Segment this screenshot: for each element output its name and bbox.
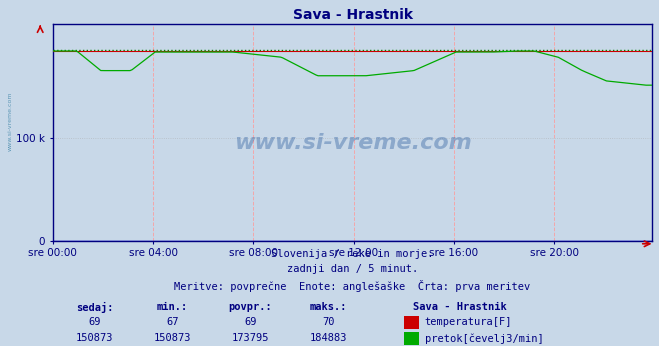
Text: povpr.:: povpr.: [229, 302, 272, 312]
Text: 150873: 150873 [154, 333, 191, 343]
Text: Sava - Hrastnik: Sava - Hrastnik [413, 302, 506, 312]
Text: zadnji dan / 5 minut.: zadnji dan / 5 minut. [287, 264, 418, 274]
Text: www.si-vreme.com: www.si-vreme.com [234, 133, 471, 153]
Text: Slovenija / reke in morje.: Slovenija / reke in morje. [272, 248, 434, 258]
Text: sedaj:: sedaj: [76, 302, 113, 313]
Text: 69: 69 [88, 317, 101, 327]
Text: 69: 69 [244, 317, 257, 327]
Bar [403, 332, 418, 345]
Text: www.si-vreme.com: www.si-vreme.com [8, 91, 13, 151]
Bar [403, 317, 418, 329]
Text: temperatura[F]: temperatura[F] [424, 317, 512, 327]
Text: maks.:: maks.: [310, 302, 347, 312]
Text: 150873: 150873 [76, 333, 113, 343]
Text: 70: 70 [322, 317, 335, 327]
Text: 173795: 173795 [232, 333, 270, 343]
Text: Meritve: povprečne  Enote: anglešaške  Črta: prva meritev: Meritve: povprečne Enote: anglešaške Črt… [175, 280, 530, 292]
Title: Sava - Hrastnik: Sava - Hrastnik [293, 8, 413, 22]
Text: min.:: min.: [157, 302, 188, 312]
Text: pretok[čevelj3/min]: pretok[čevelj3/min] [424, 333, 543, 344]
Text: 184883: 184883 [310, 333, 347, 343]
Text: 67: 67 [167, 317, 179, 327]
